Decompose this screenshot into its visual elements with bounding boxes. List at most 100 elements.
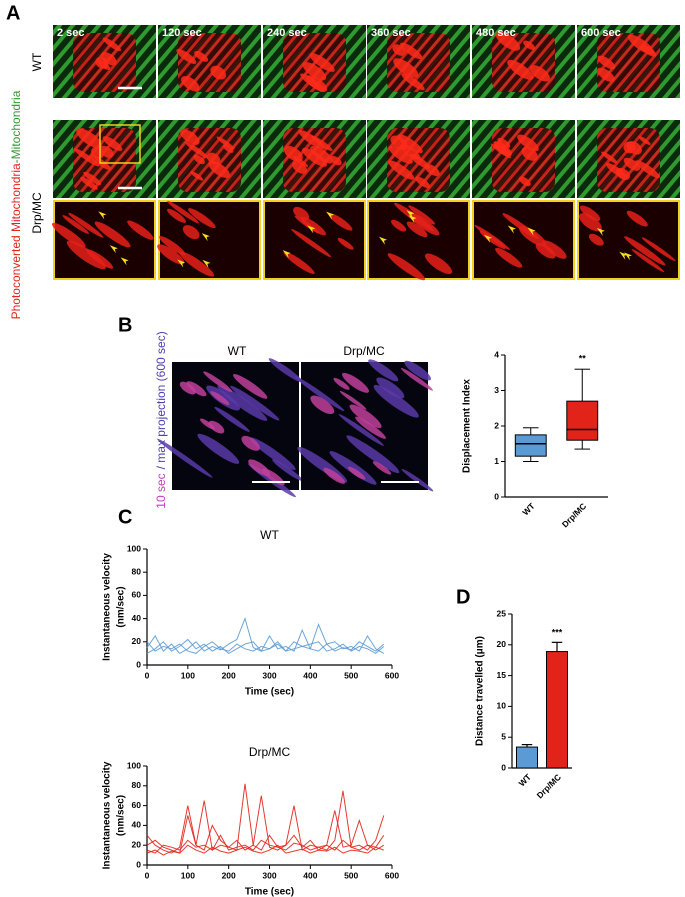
organelle bbox=[376, 377, 405, 399]
y-label-magenta: 10 sec bbox=[154, 473, 168, 508]
x-tick-label: 500 bbox=[344, 870, 358, 880]
y-tick-label: 25 bbox=[497, 608, 507, 618]
time-label: 480 sec bbox=[476, 27, 516, 39]
y-tick-label: 0 bbox=[136, 659, 141, 669]
organelle bbox=[400, 367, 434, 391]
organelle bbox=[188, 208, 216, 229]
organelle bbox=[309, 52, 335, 72]
organelle bbox=[295, 376, 345, 412]
organelle bbox=[474, 224, 510, 250]
organelle bbox=[641, 44, 657, 57]
organelle bbox=[497, 137, 511, 148]
organelle bbox=[338, 414, 384, 446]
x-tick-label: Drp/MC bbox=[560, 501, 588, 529]
y-tick-label: 10 bbox=[497, 701, 507, 711]
organelle bbox=[159, 236, 186, 256]
organelle bbox=[579, 213, 602, 232]
time-label: 600 sec bbox=[581, 27, 621, 39]
organelle bbox=[292, 155, 308, 167]
arrowhead bbox=[408, 215, 417, 224]
y-tick-label: 4 bbox=[494, 349, 499, 359]
photoconverted-region bbox=[283, 33, 346, 92]
y-axis-label: (nm/sec) bbox=[116, 586, 127, 627]
y-tick-label: 0 bbox=[494, 491, 499, 501]
organelle bbox=[157, 438, 213, 478]
panel-label: C bbox=[118, 506, 132, 528]
y-label: Photoconverted Mitochondria-Mitochondria bbox=[9, 90, 23, 319]
arrowhead bbox=[527, 227, 536, 236]
y-tick-label: 20 bbox=[497, 639, 507, 649]
organelle bbox=[190, 171, 204, 181]
y-tick-label: 0 bbox=[136, 859, 141, 869]
organelle bbox=[310, 145, 334, 164]
organelle bbox=[80, 176, 98, 190]
organelle bbox=[197, 433, 240, 464]
organelle bbox=[626, 210, 648, 227]
x-tick-label: 400 bbox=[303, 670, 317, 680]
micrograph bbox=[172, 362, 299, 490]
organelle bbox=[388, 160, 415, 180]
organelle bbox=[210, 65, 227, 80]
organelle bbox=[157, 244, 185, 265]
y-label-purple: / max projection (600 sec) bbox=[154, 331, 168, 469]
organelle bbox=[499, 146, 512, 157]
organelle bbox=[518, 176, 531, 187]
organelle bbox=[328, 213, 353, 231]
x-tick-label: 300 bbox=[262, 670, 276, 680]
organelle bbox=[217, 385, 268, 421]
x-tick-label: WT bbox=[517, 771, 534, 788]
organelle bbox=[579, 205, 601, 222]
arrowhead bbox=[623, 252, 632, 261]
organelle bbox=[176, 49, 197, 64]
arrowhead bbox=[98, 211, 107, 220]
x-tick-label: Drp/MC bbox=[535, 772, 563, 800]
x-tick-label: 100 bbox=[181, 670, 195, 680]
organelle bbox=[182, 225, 200, 240]
x-tick-label: 200 bbox=[222, 670, 236, 680]
y-tick-label: 60 bbox=[132, 800, 142, 810]
organelle bbox=[292, 161, 308, 174]
organelle bbox=[623, 157, 641, 171]
organelle bbox=[355, 416, 386, 439]
panel-label: B bbox=[118, 314, 132, 336]
organelle bbox=[179, 251, 215, 277]
chart-title: Drp/MC bbox=[249, 745, 291, 759]
arrowhead bbox=[379, 236, 388, 245]
y-tick-label: 15 bbox=[497, 670, 507, 680]
significance: *** bbox=[552, 628, 563, 638]
time-label: 120 sec bbox=[162, 27, 202, 39]
y-axis-label: Instantaneous velocity bbox=[102, 553, 113, 661]
organelle bbox=[425, 253, 453, 275]
panel-label: D bbox=[456, 586, 470, 608]
time-label: 360 sec bbox=[371, 27, 411, 39]
organelle bbox=[373, 384, 419, 418]
organelle bbox=[73, 148, 100, 167]
arrowhead bbox=[507, 225, 516, 234]
arrowhead bbox=[120, 257, 129, 266]
organelle bbox=[631, 249, 665, 273]
y-label-green: -Mitochondria bbox=[9, 90, 23, 163]
organelle bbox=[302, 62, 327, 81]
y-label: 10 sec / max projection (600 sec) bbox=[154, 331, 168, 508]
arrowhead bbox=[201, 233, 210, 242]
box bbox=[566, 400, 599, 441]
y-tick-label: 5 bbox=[501, 731, 506, 741]
organelle bbox=[94, 221, 131, 248]
organelle bbox=[408, 205, 436, 225]
series-line bbox=[146, 628, 385, 655]
organelle bbox=[306, 75, 328, 92]
organelle bbox=[624, 236, 666, 266]
organelle bbox=[597, 55, 616, 70]
organelle bbox=[400, 42, 423, 60]
organelle bbox=[601, 151, 618, 164]
inset-box bbox=[99, 124, 141, 164]
organelle bbox=[401, 468, 434, 492]
row-label: Drp/MC bbox=[30, 192, 44, 234]
organelle bbox=[330, 156, 342, 166]
series-line bbox=[146, 641, 385, 655]
organelle bbox=[302, 147, 328, 167]
x-tick-label: 600 bbox=[385, 670, 399, 680]
time-label: 2 sec bbox=[57, 27, 85, 39]
arrowhead bbox=[596, 227, 605, 236]
organelle bbox=[102, 37, 122, 52]
